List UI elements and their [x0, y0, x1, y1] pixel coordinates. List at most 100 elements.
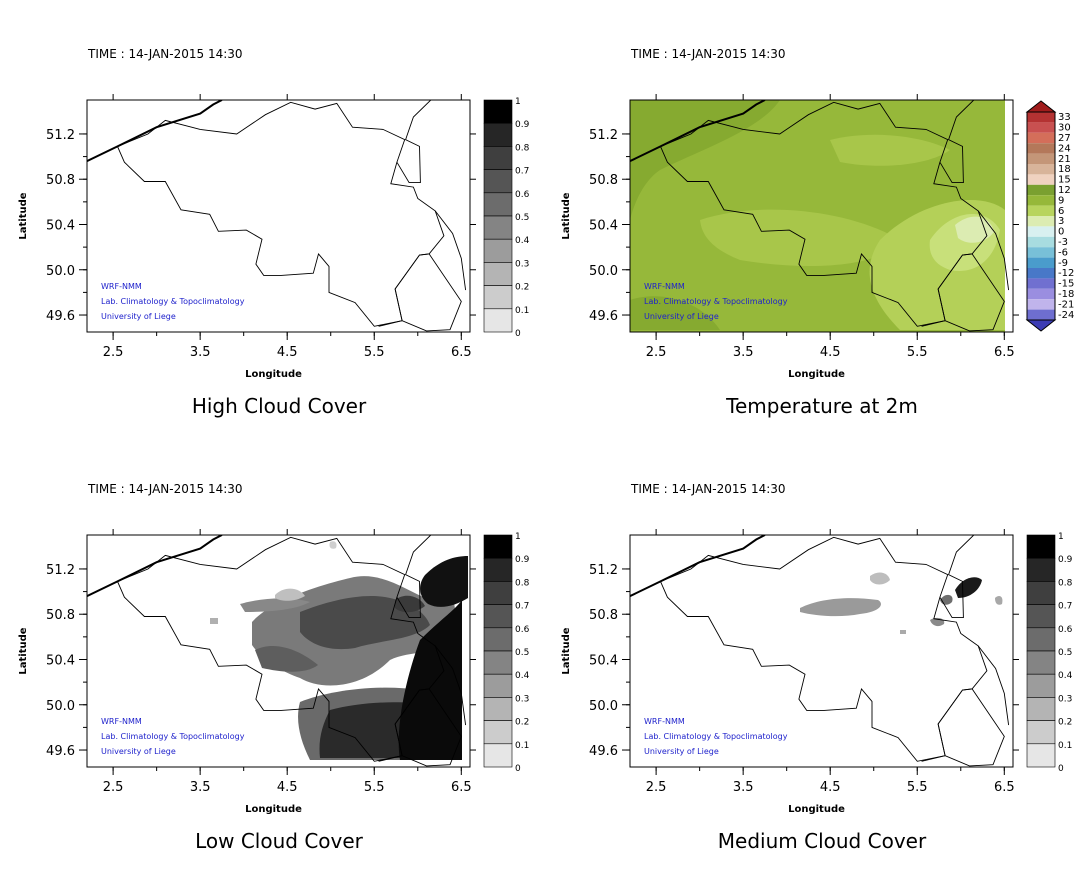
y-tick-label: 51.2: [46, 563, 75, 578]
coastline: [87, 535, 223, 598]
panel-high-cloud: 2.5 3.5 4.5 5.5 6.5 51.2 50.8 50.4 50.0 49.6 Longi…: [18, 47, 530, 418]
germany-border: [977, 645, 1010, 726]
legend-label: 0.3: [515, 259, 529, 269]
legend-label: 0.7: [1058, 602, 1072, 612]
legend-label: 33: [1058, 112, 1071, 123]
x-tick-label: 2.5: [103, 780, 124, 795]
credit-line: Lab. Climatology & Topoclimatology: [101, 297, 245, 306]
legend-swatch: [1026, 743, 1056, 768]
y-axis-label: Latitude: [18, 192, 29, 239]
legend-label: 0: [1058, 764, 1064, 774]
legend-label: 0.1: [1058, 741, 1072, 751]
panel-temperature: 2.5 3.5 4.5 5.5 6.5 51.2 50.8 50.4 50.0 49.6 Longi…: [561, 47, 1074, 418]
panel-medium-cloud: 2.5 3.5 4.5 5.5 6.5 51.2 50.8 50.4 50.0 49.6 Longi…: [561, 482, 1073, 853]
legend-label: 0.6: [1058, 625, 1073, 635]
legend-swatch: [1027, 112, 1055, 123]
legend-label: 0: [515, 329, 521, 339]
time-label: TIME : 14-JAN-2015 14:30: [630, 482, 786, 496]
legend-label: 0.5: [515, 213, 529, 223]
legend-swatch: [1026, 697, 1056, 721]
legend-label: 6: [1058, 206, 1064, 217]
y-tick-label: 49.6: [589, 309, 618, 324]
legend-swatch: [483, 146, 513, 170]
legend-label: 1: [515, 532, 521, 542]
legend-swatch: [483, 627, 513, 652]
plot-frame: [86, 99, 471, 333]
time-label: TIME : 14-JAN-2015 14:30: [87, 482, 243, 496]
legend-label: 0: [1058, 227, 1064, 238]
netherlands-border: [396, 535, 432, 619]
legend-swatch: [1026, 720, 1056, 745]
map-field: [630, 535, 1010, 767]
legend-swatch: [1027, 153, 1055, 164]
legend-swatch: [1027, 309, 1055, 320]
legend-label: 1: [515, 97, 521, 107]
luxembourg-border: [394, 253, 462, 332]
legend-swatch: [1027, 268, 1055, 279]
legend-swatch: [483, 720, 513, 745]
credit-line: WRF-NMM: [644, 717, 685, 726]
x-tick-label: 5.5: [907, 345, 928, 360]
credit-line: University of Liege: [644, 312, 719, 321]
legend-label: 0.2: [515, 283, 529, 293]
y-tick-label: 50.0: [589, 264, 618, 279]
y-tick-label: 50.0: [46, 264, 75, 279]
credit-line: WRF-NMM: [101, 717, 142, 726]
legend-label: 0: [515, 764, 521, 774]
x-tick-label: 4.5: [820, 780, 841, 795]
y-tick-label: 50.4: [46, 653, 75, 668]
y-tick-label: 50.8: [46, 173, 75, 188]
x-tick-label: 2.5: [646, 780, 667, 795]
legend-label: 1: [1058, 532, 1064, 542]
x-axis-label: Longitude: [245, 804, 302, 815]
y-tick-label: 49.6: [589, 744, 618, 759]
legend-swatch: [483, 262, 513, 286]
france-border: [378, 755, 403, 762]
x-tick-label: 3.5: [733, 780, 754, 795]
germany-border: [434, 645, 467, 726]
coastline: [630, 100, 766, 163]
legend-label: 0.7: [515, 167, 529, 177]
credit-line: University of Liege: [101, 312, 176, 321]
legend-label: 30: [1058, 123, 1071, 134]
legend-label: 0.2: [1058, 718, 1072, 728]
legend-swatch: [1027, 164, 1055, 175]
legend-swatch: [1027, 122, 1055, 133]
y-tick-label: 49.6: [46, 744, 75, 759]
netherlands-border: [939, 535, 975, 619]
legend-label: 3: [1058, 216, 1064, 227]
legend-swatch: [1027, 299, 1055, 310]
x-tick-label: 3.5: [733, 345, 754, 360]
coastline: [630, 535, 766, 598]
legend-label: 27: [1058, 133, 1071, 144]
legend-label: 0.4: [515, 671, 530, 681]
legend-swatch: [1026, 604, 1056, 629]
y-tick-label: 50.4: [589, 218, 618, 233]
legend-swatch: [483, 604, 513, 629]
netherlands-border: [939, 100, 975, 184]
legend-label: 0.2: [515, 718, 529, 728]
legend-label: 0.3: [1058, 694, 1072, 704]
legend-swatch: [483, 581, 513, 605]
credit-line: University of Liege: [644, 747, 719, 756]
legend-swatch: [1026, 627, 1056, 652]
y-axis-label: Latitude: [561, 192, 572, 239]
legend-swatch: [1027, 174, 1055, 185]
y-tick-label: 50.8: [46, 608, 75, 623]
legend-swatch: [483, 534, 513, 559]
x-tick-label: 6.5: [994, 780, 1015, 795]
credit-line: Lab. Climatology & Topoclimatology: [644, 297, 788, 306]
country-border: [116, 101, 445, 327]
legend-label: 0.8: [515, 143, 530, 153]
legend-label: 12: [1058, 185, 1071, 196]
legend-swatch: [1027, 184, 1055, 196]
germany-border: [434, 210, 467, 291]
legend-label: 0.5: [515, 648, 529, 658]
y-tick-label: 50.0: [589, 699, 618, 714]
legend-label: 24: [1058, 143, 1071, 154]
france-border: [921, 755, 946, 762]
y-tick-label: 51.2: [589, 128, 618, 143]
legend-label: 18: [1058, 164, 1071, 175]
legend-label: 0.7: [515, 602, 529, 612]
credit-line: Lab. Climatology & Topoclimatology: [101, 732, 245, 741]
